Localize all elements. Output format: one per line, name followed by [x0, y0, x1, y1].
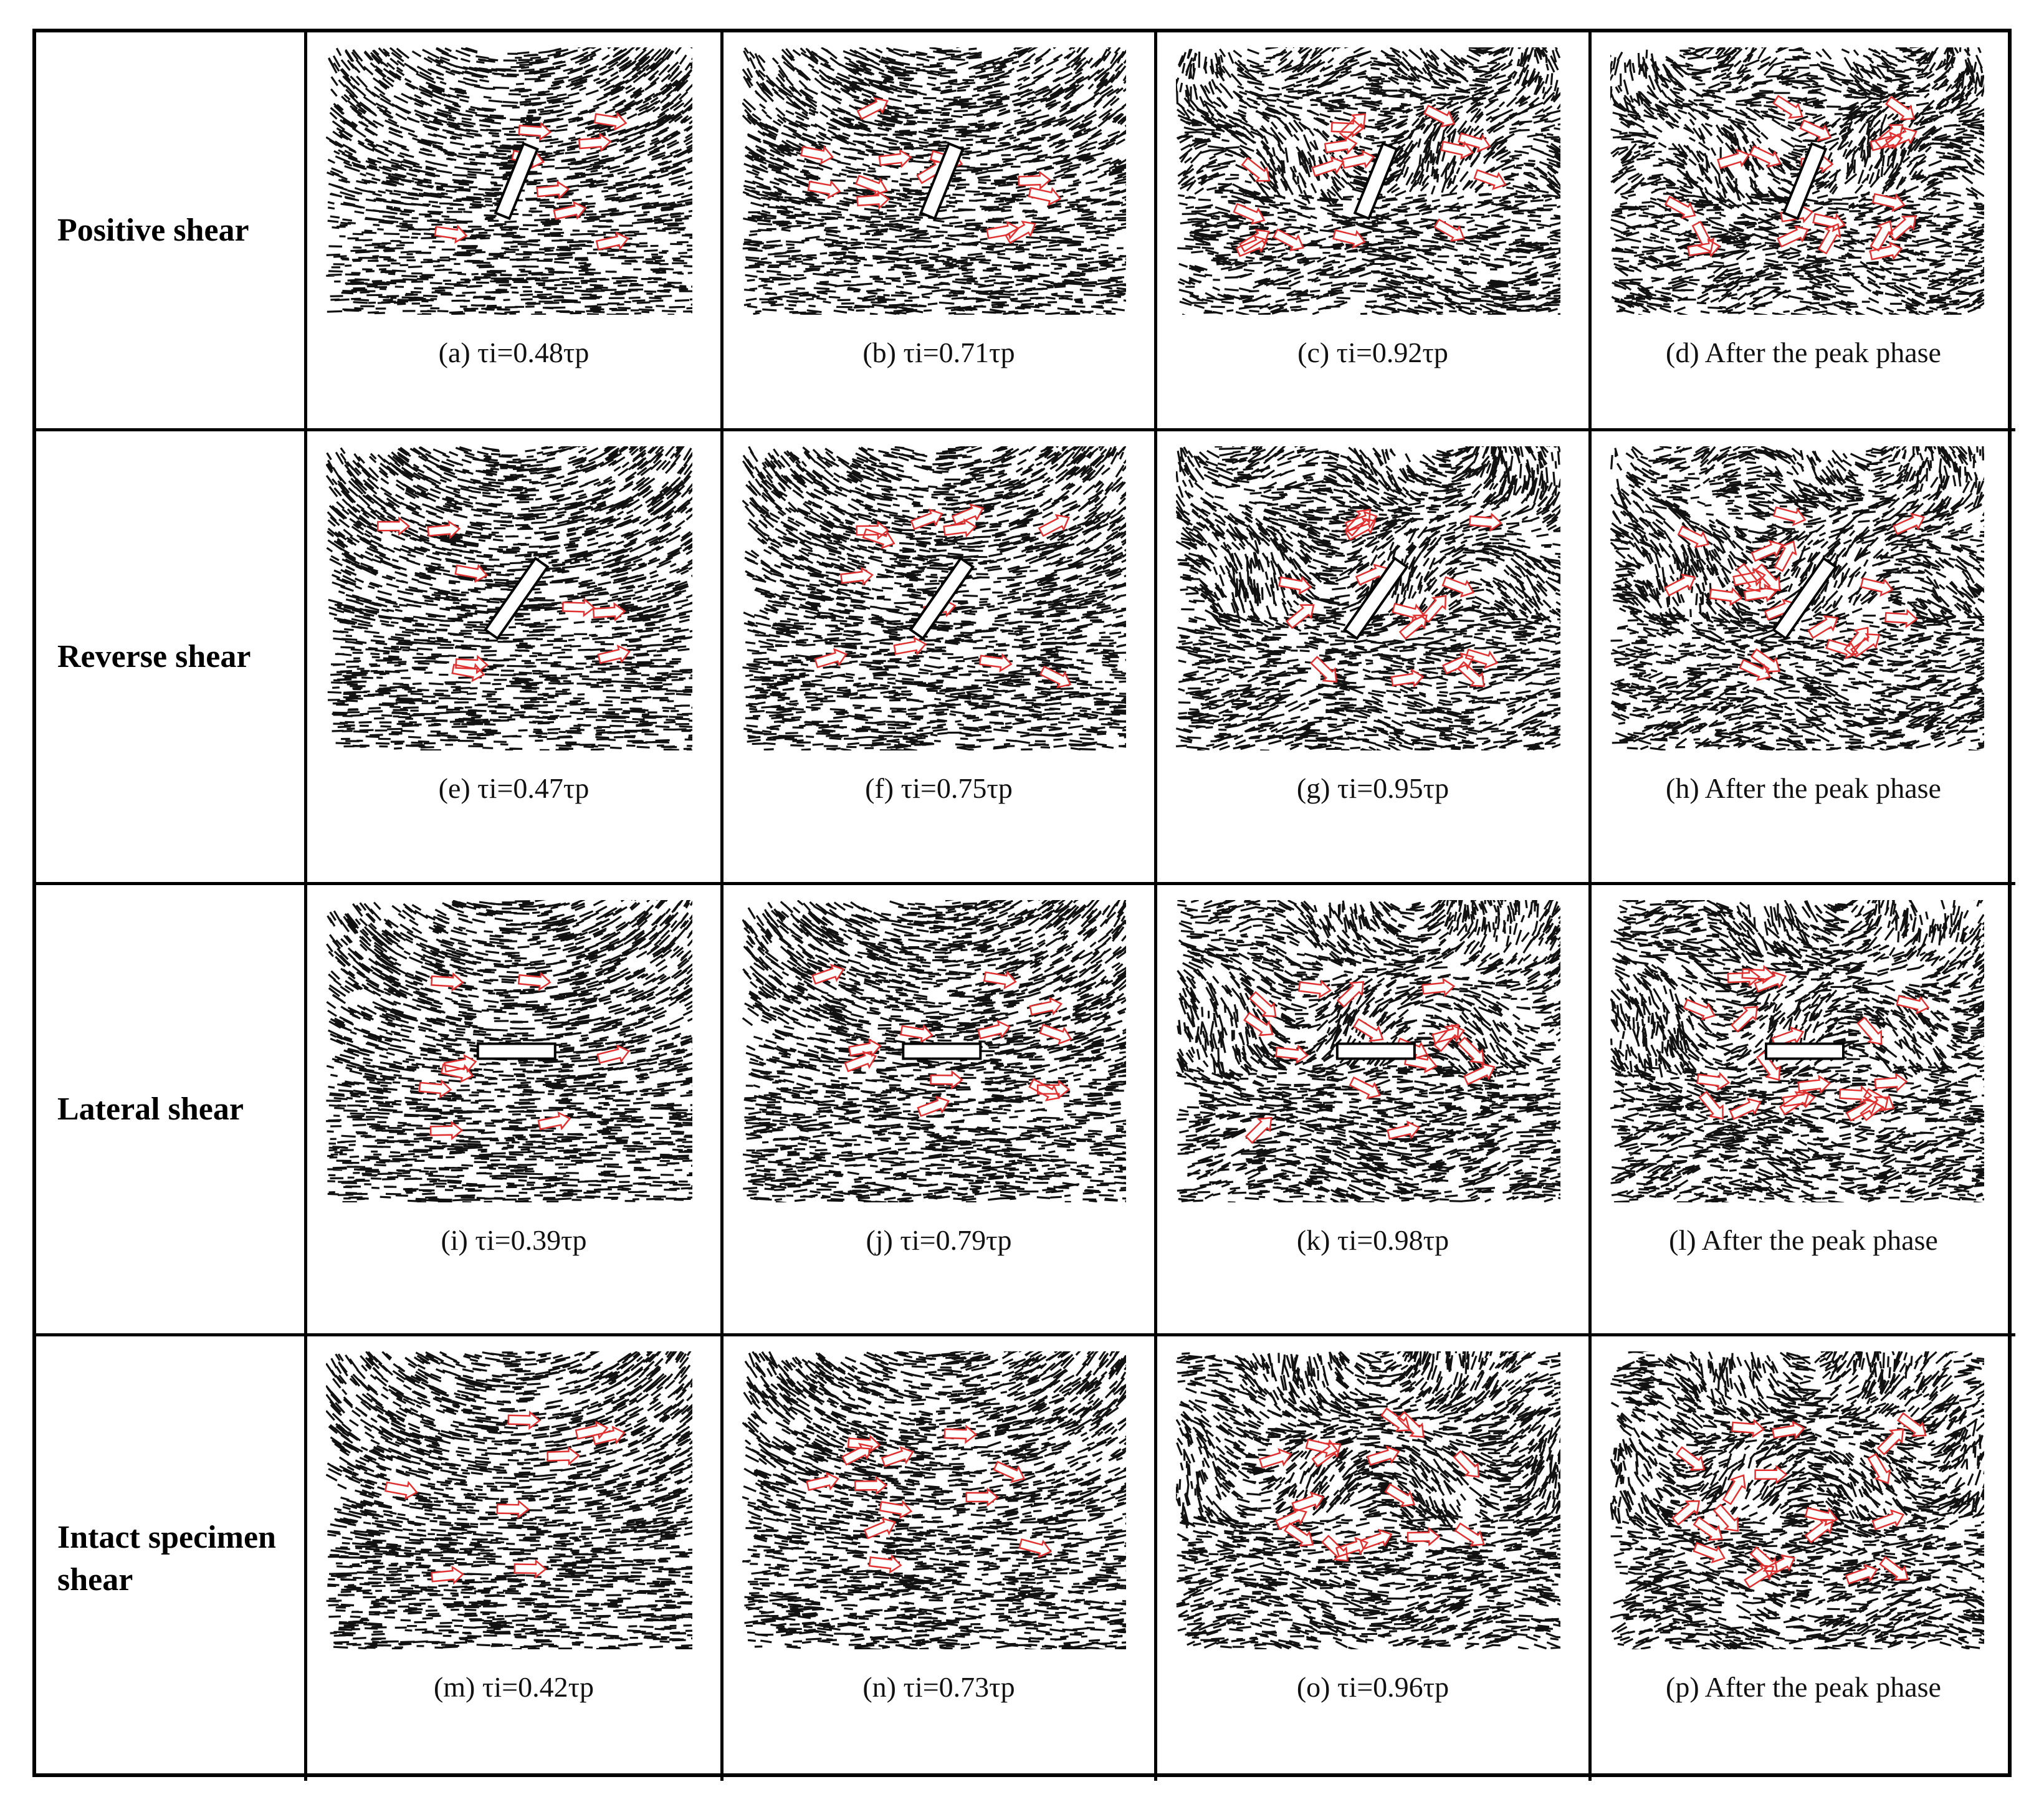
red-arrows — [811, 964, 1072, 1118]
crack — [909, 556, 975, 641]
flow-vectors — [1610, 1351, 1984, 1649]
vector-field-image — [1176, 900, 1560, 1202]
red-arrows — [1683, 964, 1930, 1122]
caption: (f) τi=0.75τp — [865, 772, 1013, 804]
vector-field-image — [1176, 47, 1560, 315]
caption: (l) After the peak phase — [1669, 1224, 1938, 1256]
panel: (i) τi=0.39τp — [307, 885, 724, 1336]
crack — [1335, 1042, 1416, 1060]
flow-vectors — [1610, 900, 1984, 1202]
panel: (c) τi=0.92τp — [1157, 32, 1592, 431]
panel: (g) τi=0.95τp — [1157, 431, 1592, 885]
caption: (g) τi=0.95τp — [1296, 772, 1449, 804]
crack — [494, 141, 539, 221]
red-arrows — [814, 503, 1072, 689]
red-arrows — [418, 971, 631, 1141]
caption: (c) τi=0.92τp — [1297, 337, 1448, 368]
vector-field-image — [742, 446, 1126, 750]
red-arrows — [434, 112, 629, 251]
panel: (n) τi=0.73τp — [724, 1336, 1157, 1781]
crack — [1765, 1042, 1845, 1060]
vector-field-image — [1176, 446, 1560, 750]
red-arrows — [1233, 104, 1507, 257]
flow-vectors — [326, 1351, 692, 1649]
vector-field-image — [326, 446, 692, 750]
caption: (i) τi=0.39τp — [441, 1224, 587, 1256]
crack — [476, 1042, 556, 1060]
row-label: Reverse shear — [36, 431, 307, 885]
red-arrows — [1258, 1407, 1485, 1562]
red-arrows — [1243, 977, 1496, 1144]
panel: (d) After the peak phase — [1592, 32, 2015, 431]
panel: (b) τi=0.71τp — [724, 32, 1157, 431]
crack — [1353, 141, 1399, 221]
flow-vectors — [742, 47, 1126, 315]
vector-field-image — [1176, 1351, 1560, 1649]
vector-field-image — [326, 1351, 692, 1649]
vector-field-image — [1610, 446, 1984, 750]
row-label-text: Reverse shear — [57, 638, 251, 674]
crack — [919, 141, 965, 221]
caption: (p) After the peak phase — [1666, 1671, 1941, 1703]
red-arrows — [1664, 95, 1917, 261]
caption: (d) After the peak phase — [1666, 337, 1941, 368]
vector-field-image — [1610, 47, 1984, 315]
flow-vectors — [1610, 47, 1984, 315]
crack — [1782, 141, 1828, 221]
panel: (o) τi=0.96τp — [1157, 1336, 1592, 1781]
panel: (m) τi=0.42τp — [307, 1336, 724, 1781]
caption: (e) τi=0.47τp — [438, 772, 590, 804]
red-arrows — [376, 516, 631, 683]
crack — [902, 1042, 982, 1060]
row-label: Lateral shear — [36, 885, 307, 1336]
red-arrows — [384, 1410, 626, 1585]
row-label-text: Intact specimen shear — [57, 1519, 276, 1598]
caption: (h) After the peak phase — [1666, 772, 1941, 804]
red-arrows — [1671, 1412, 1927, 1589]
vector-field-image — [1610, 1351, 1984, 1649]
red-arrows — [806, 1424, 1052, 1574]
figure-table: Positive shear (a) τi=0.48τp (b) τi=0.71τp… — [32, 29, 2015, 1781]
caption: (b) τi=0.71τp — [862, 337, 1015, 368]
red-arrows — [1664, 506, 1926, 681]
caption: (n) τi=0.73τp — [862, 1671, 1015, 1703]
row-label-text: Positive shear — [57, 212, 249, 248]
panel: (h) After the peak phase — [1592, 431, 2015, 885]
caption: (m) τi=0.42τp — [433, 1671, 595, 1703]
vector-field-image — [326, 900, 692, 1202]
crack — [1343, 556, 1409, 641]
row-label-text: Lateral shear — [57, 1091, 244, 1127]
vector-field-image — [1610, 900, 1984, 1202]
panel: (l) After the peak phase — [1592, 885, 2015, 1336]
vector-field-image — [742, 47, 1126, 315]
panel: (p) After the peak phase — [1592, 1336, 2015, 1781]
crack — [1772, 556, 1838, 641]
crack — [483, 556, 550, 641]
flow-vectors — [1610, 446, 1984, 750]
row-label: Intact specimen shear — [36, 1336, 307, 1781]
panel: (j) τi=0.79τp — [724, 885, 1157, 1336]
panel: (k) τi=0.98τp — [1157, 885, 1592, 1336]
panel: (e) τi=0.47τp — [307, 431, 724, 885]
caption: (o) τi=0.96τp — [1296, 1671, 1449, 1703]
panel: (f) τi=0.75τp — [724, 431, 1157, 885]
caption: (k) τi=0.98τp — [1296, 1224, 1449, 1256]
vector-field-image — [742, 900, 1126, 1202]
flow-vectors — [742, 446, 1126, 750]
vector-field-image — [326, 47, 692, 315]
panel: (a) τi=0.48τp — [307, 32, 724, 431]
caption: (a) τi=0.48τp — [438, 337, 590, 368]
flow-vectors — [742, 1351, 1126, 1649]
flow-vectors — [326, 47, 692, 315]
flow-vectors — [1176, 1351, 1560, 1649]
row-label: Positive shear — [36, 32, 307, 431]
caption: (j) τi=0.79τp — [866, 1224, 1012, 1256]
vector-field-image — [742, 1351, 1126, 1649]
